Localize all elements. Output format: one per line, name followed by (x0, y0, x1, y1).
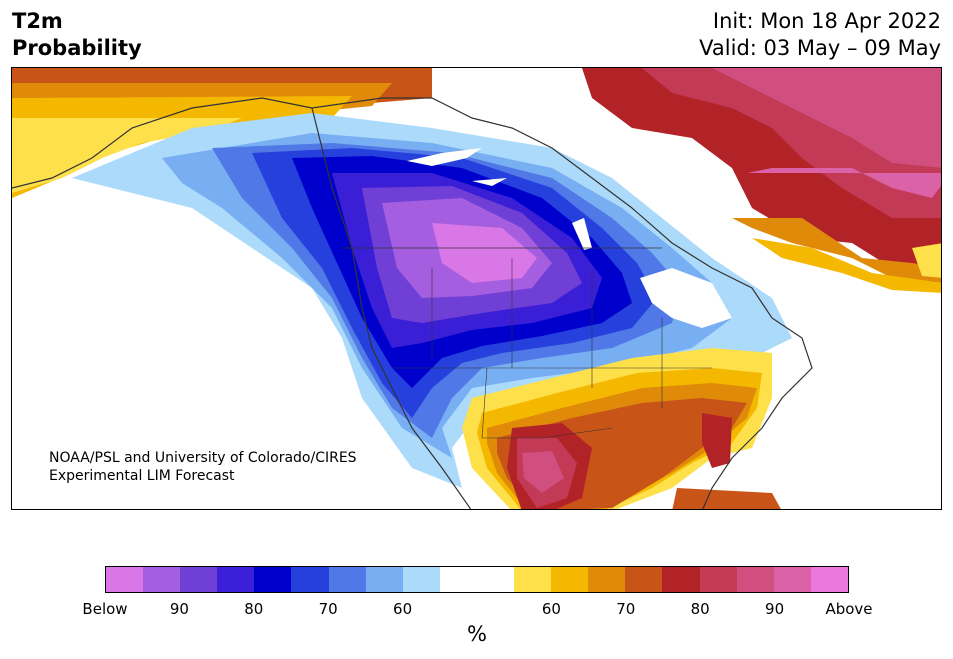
colorbar-tick-label: Above (825, 600, 873, 618)
colorbar-swatch (439, 567, 477, 592)
great-lakes (640, 268, 732, 328)
forecast-map (11, 67, 942, 510)
colorbar-swatch (773, 567, 811, 592)
colorbar-swatch (476, 567, 515, 592)
colorbar-swatch (699, 567, 737, 592)
colorbar (105, 566, 849, 593)
colorbar-tick-label: 80 (244, 600, 264, 618)
colorbar-swatch (588, 567, 626, 592)
credit-line-1: NOAA/PSL and University of Colorado/CIRE… (49, 450, 357, 466)
coastlines (12, 97, 813, 509)
colorbar-swatch (514, 567, 552, 592)
colorbar-tick-label: 90 (765, 600, 785, 618)
init-date: Init: Mon 18 Apr 2022 (712, 9, 941, 33)
colorbar-swatch (180, 567, 218, 592)
colorbar-swatch (662, 567, 700, 592)
colorbar-tick-label: Below (82, 600, 128, 618)
credit-line-2: Experimental LIM Forecast (49, 468, 235, 484)
colorbar-tick-label: 60 (393, 600, 413, 618)
colorbar-swatch (291, 567, 329, 592)
chart-title: T2m Probability (12, 8, 142, 62)
colorbar-swatch (143, 567, 181, 592)
colorbar-swatch (328, 567, 366, 592)
colorbar-tick-label: 80 (690, 600, 710, 618)
colorbar-swatch (402, 567, 440, 592)
lake-great-slave (472, 178, 507, 186)
colorbar-tick-label: 60 (541, 600, 561, 618)
colorbar-swatch (217, 567, 255, 592)
southern-warm-region (462, 348, 781, 509)
lakes (407, 148, 732, 328)
colorbar-unit-label: % (467, 622, 487, 646)
lake-winnipeg (572, 218, 592, 250)
title-line-2: Probability (12, 36, 142, 60)
colorbar-swatch (736, 567, 774, 592)
title-line-1: T2m (12, 9, 63, 33)
colorbar-tick-label: 90 (169, 600, 189, 618)
colorbar-swatch (551, 567, 589, 592)
colorbar-swatch (810, 567, 848, 592)
colorbar-swatch (365, 567, 403, 592)
colorbar-swatch (254, 567, 292, 592)
credit-text: NOAA/PSL and University of Colorado/CIRE… (49, 449, 357, 485)
lake-great-bear (407, 148, 482, 166)
northeast-canada-warm-region (582, 68, 941, 293)
colorbar-swatch (106, 567, 144, 592)
colorbar-tick-label: 70 (318, 600, 338, 618)
valid-dates: Valid: 03 May – 09 May (699, 36, 941, 60)
colorbar-tick-label: 70 (616, 600, 636, 618)
forecast-dates: Init: Mon 18 Apr 2022 Valid: 03 May – 09… (699, 8, 941, 62)
map-svg (12, 68, 941, 509)
colorbar-swatch (625, 567, 663, 592)
